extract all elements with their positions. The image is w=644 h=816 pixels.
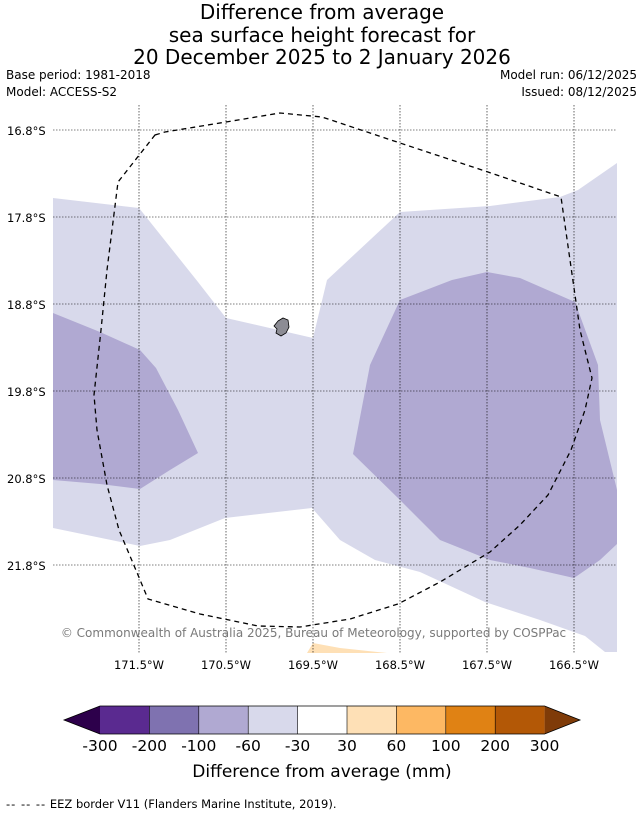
colorbar-segment-2 xyxy=(149,706,199,734)
eez-border xyxy=(93,112,593,628)
map-title: Difference from average sea surface heig… xyxy=(0,1,644,69)
colorbar-label: Difference from average (mm) xyxy=(192,762,452,782)
map-attribution: © Commonwealth of Australia 2025, Bureau… xyxy=(60,626,567,640)
lon-label-5: 167.5°W xyxy=(461,658,513,672)
colorbar-segment-4 xyxy=(248,706,298,734)
colorbar-segment-6 xyxy=(347,706,397,734)
lat-label-6: 21.8°S xyxy=(7,559,46,573)
lon-label-3: 169.5°W xyxy=(287,658,339,672)
issued-text: Issued: 08/12/2025 xyxy=(521,85,637,99)
colorbar-segment-1 xyxy=(100,706,150,734)
lon-label-4: 168.5°W xyxy=(374,658,426,672)
anomaly-band-light-orange xyxy=(307,643,387,653)
model-run-text: Model run: 06/12/2025 xyxy=(499,68,637,82)
colorbar-under-arrow xyxy=(64,706,100,734)
lat-label-5: 20.8°S xyxy=(7,472,46,486)
latitude-gridlines xyxy=(53,129,617,566)
title-line-1: Difference from average xyxy=(199,0,445,24)
lon-label-2: 170.5°W xyxy=(200,658,252,672)
base-period-text: Base period: 1981-2018 xyxy=(6,68,151,82)
colorbar-tick-4: -60 xyxy=(235,737,261,755)
footnote: -- -- -- EEZ border V11 (Flanders Marine… xyxy=(6,797,337,811)
anomaly-band-lavender-east xyxy=(353,272,617,578)
colorbar xyxy=(62,705,582,735)
colorbar-tick-8: 100 xyxy=(431,737,461,755)
colorbar-tick-10: 300 xyxy=(529,737,560,755)
title-line-2: sea surface height forecast for xyxy=(168,22,476,47)
model-text: Model: ACCESS-S2 xyxy=(6,85,118,99)
colorbar-tick-1: -300 xyxy=(82,737,118,755)
colorbar-outline xyxy=(62,705,582,735)
colorbar-tick-5: -30 xyxy=(284,737,311,755)
anomaly-band-lavender-west xyxy=(53,313,198,489)
lat-label-2: 17.8°S xyxy=(7,211,46,225)
colorbar-tick-2: -200 xyxy=(131,737,167,755)
eez-legend-text: EEZ border V11 (Flanders Marine Institut… xyxy=(49,797,337,811)
colorbar-dividers xyxy=(149,706,496,734)
colorbar-segment-7 xyxy=(396,706,446,734)
eez-legend-dashes: -- -- -- xyxy=(6,797,47,811)
colorbar-segment-5 xyxy=(297,706,347,734)
lon-label-1: 171.5°W xyxy=(113,658,165,672)
lon-label-6: 166.5°W xyxy=(548,658,600,672)
colorbar-segment-3 xyxy=(198,706,249,734)
island-land xyxy=(273,317,290,337)
colorbar-tick-9: 200 xyxy=(480,737,510,755)
colorbar-tick-6: 30 xyxy=(337,737,357,755)
lat-label-1: 16.8°S xyxy=(7,124,46,138)
colorbar-over-arrow xyxy=(544,706,580,734)
colorbar-tick-7: 60 xyxy=(386,737,407,755)
colorbar-segment-9 xyxy=(495,706,545,734)
colorbar-tick-3: -100 xyxy=(181,737,217,755)
lat-label-3: 18.8°S xyxy=(7,298,46,312)
colorbar-segment-8 xyxy=(445,706,496,734)
title-line-3: 20 December 2025 to 2 January 2026 xyxy=(133,45,511,69)
longitude-gridlines xyxy=(138,105,575,653)
lat-label-4: 19.8°S xyxy=(7,385,46,399)
